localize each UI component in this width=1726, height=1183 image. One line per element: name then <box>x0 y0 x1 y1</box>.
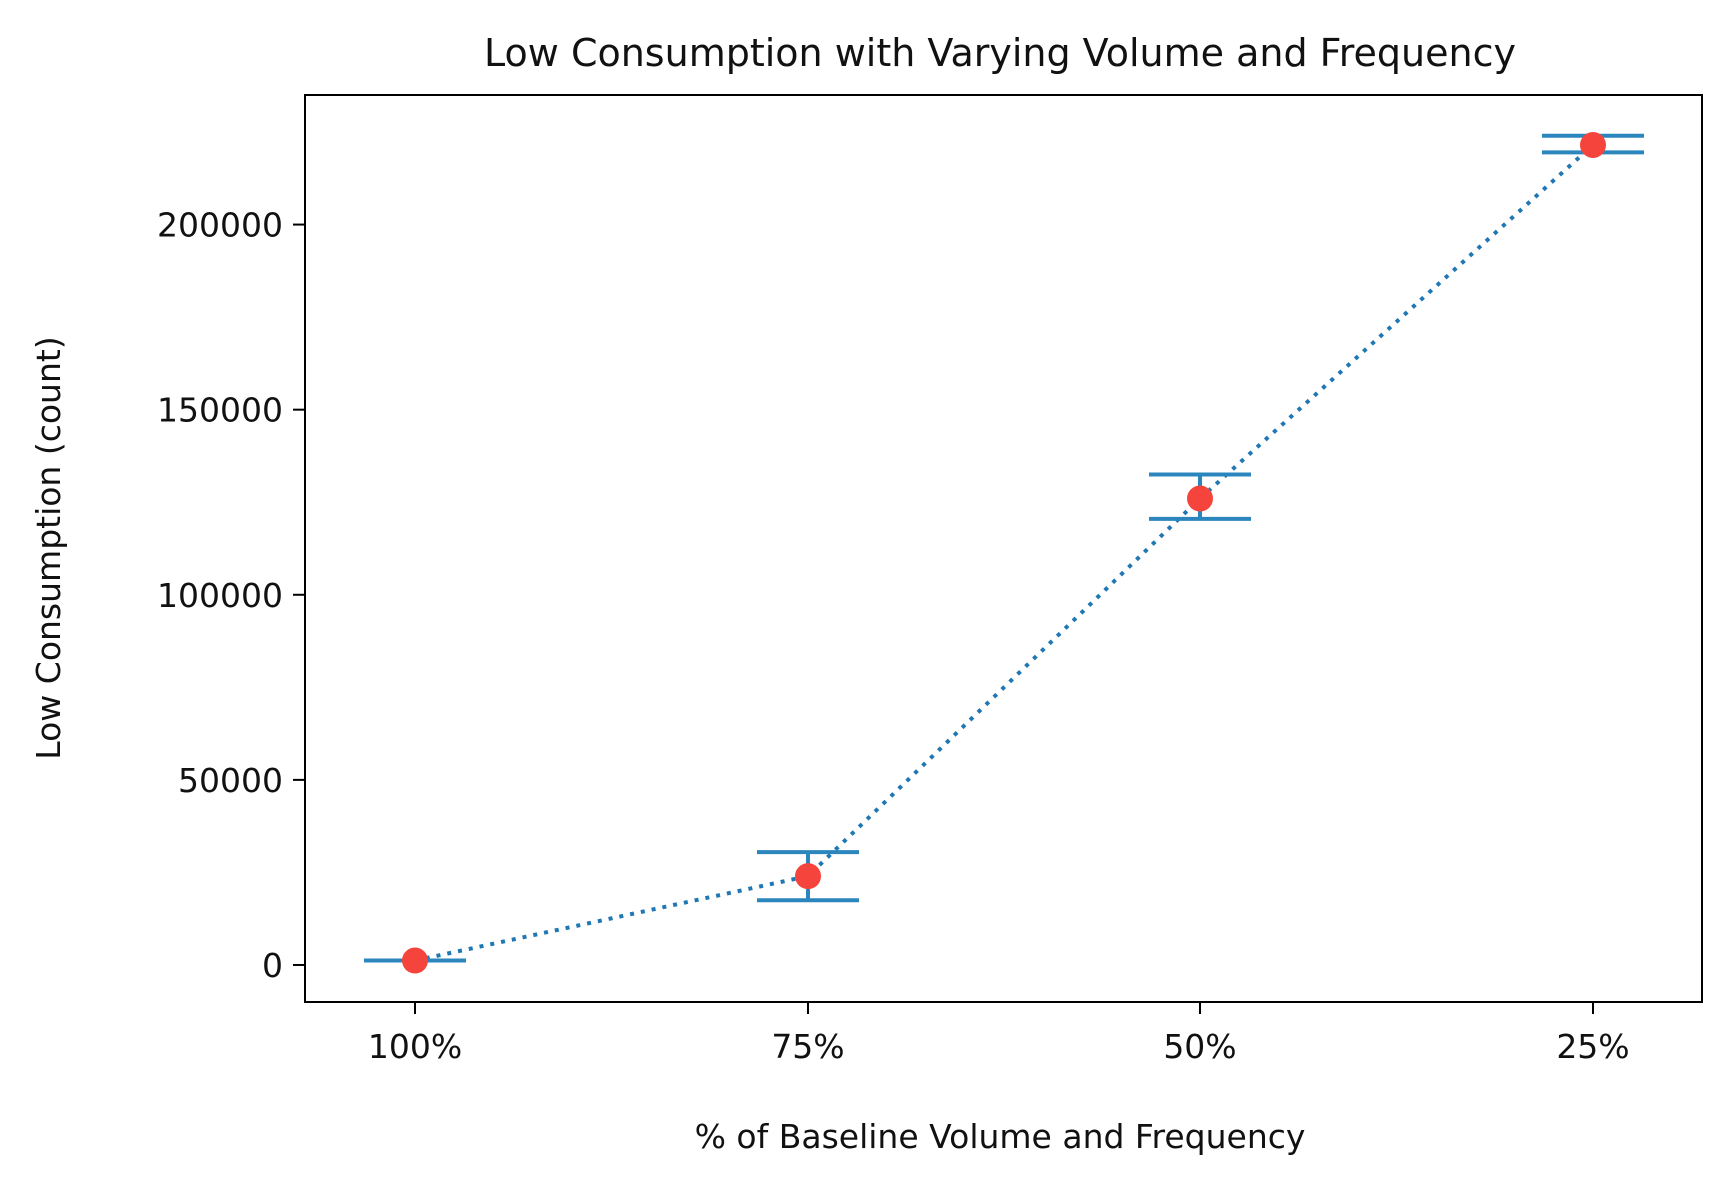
y-tick-label: 100000 <box>157 576 283 615</box>
y-tick-label: 50000 <box>178 761 283 800</box>
y-axis: 0 50000 100000 150000 200000 <box>157 206 305 985</box>
plot-frame <box>304 94 1703 1003</box>
data-point <box>402 947 428 974</box>
y-tick-label: 0 <box>262 946 283 985</box>
x-tick-label: 50% <box>1163 1027 1236 1066</box>
y-axis-label: Low Consumption (count) <box>29 336 68 759</box>
y-tick-label: 150000 <box>157 391 283 430</box>
x-axis: 100% 75% 50% 25% <box>368 1002 1630 1066</box>
chart-title: Low Consumption with Varying Volume and … <box>484 31 1516 75</box>
x-tick-label: 100% <box>368 1027 462 1066</box>
data-point <box>1580 131 1606 158</box>
data-point <box>795 863 821 890</box>
data-point <box>1187 485 1213 512</box>
y-tick-label: 200000 <box>157 206 283 245</box>
plot-area <box>364 131 1644 974</box>
x-axis-label: % of Baseline Volume and Frequency <box>695 1117 1306 1156</box>
x-tick-label: 25% <box>1556 1027 1629 1066</box>
x-tick-label: 75% <box>771 1027 844 1066</box>
series-line <box>414 143 1595 963</box>
